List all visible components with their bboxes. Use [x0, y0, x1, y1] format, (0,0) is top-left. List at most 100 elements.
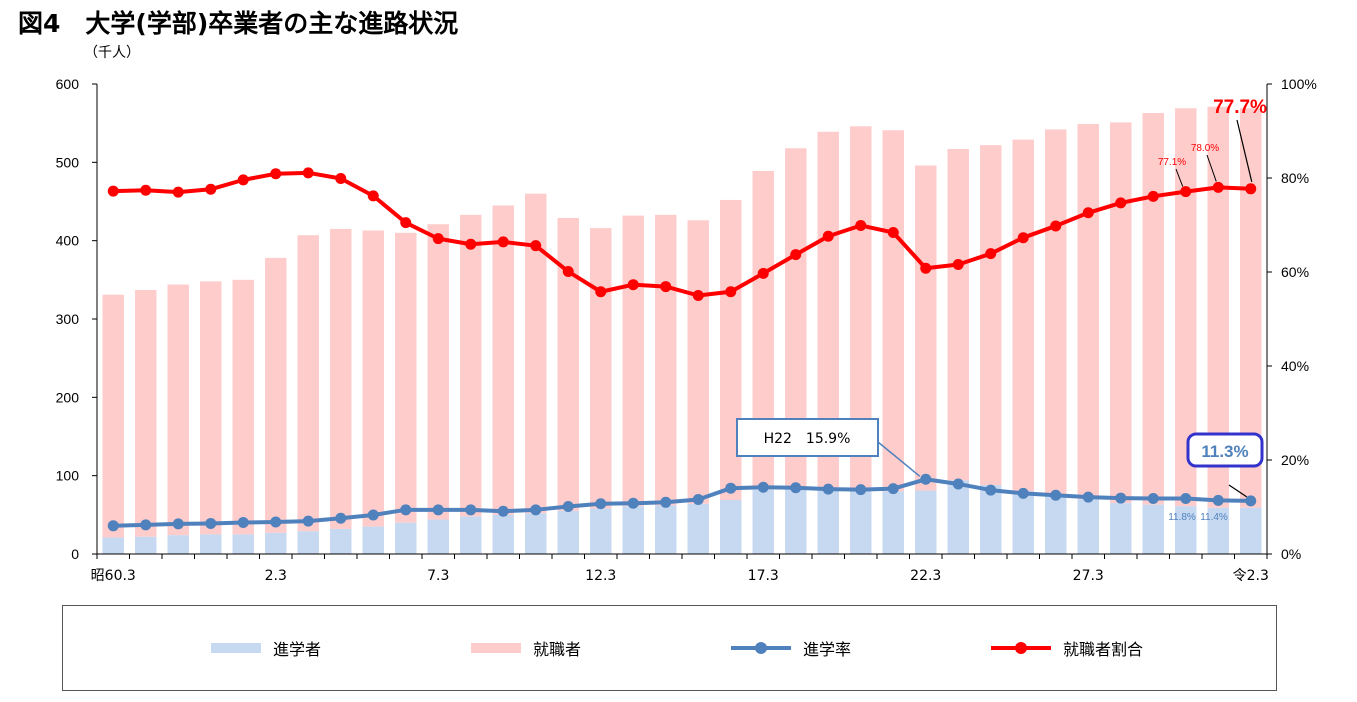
employ-bar: [785, 148, 807, 489]
employ-bar: [882, 130, 904, 492]
advance-rate-point: [497, 505, 509, 517]
advance-rate-point: [1017, 487, 1029, 499]
advance-rate-point: [855, 484, 867, 496]
x-tick-label: 27.3: [1073, 568, 1104, 584]
advance-bar: [362, 526, 384, 554]
advance-prev2-label: 11.4%: [1200, 512, 1228, 523]
right-tick-label: 60%: [1281, 264, 1309, 280]
advance-bar: [232, 534, 254, 554]
advance-bar: [785, 488, 807, 554]
callout-h22-text: H22 15.9%: [764, 431, 851, 447]
employ-bar: [1240, 108, 1262, 508]
advance-bar: [1142, 504, 1164, 554]
annotations-layer: H22 15.9% 11.3% 11.8% 11.4% 77.7% 77.1% 78.0%: [736, 97, 1267, 523]
advance-rate-point: [237, 517, 249, 529]
chart-title: 図4 大学(学部)卒業者の主な進路状況: [18, 9, 459, 38]
employ-rate-point: [465, 238, 477, 250]
employ-rate-point: [1147, 190, 1159, 202]
legend-label-advance: 進学者: [273, 640, 322, 659]
employ-prev1-label: 78.0%: [1191, 143, 1219, 154]
advance-bar: [427, 519, 449, 554]
employ-rate-point: [1180, 186, 1192, 198]
advance-rate-point: [367, 509, 379, 521]
advance-bar: [655, 505, 677, 554]
advance-rate-point: [595, 498, 607, 510]
legend-item-advance: 進学者: [211, 637, 321, 659]
left-tick-label: 0: [71, 546, 79, 562]
x-tick-label: 令2.3: [1233, 568, 1269, 584]
advance-rate-point: [1115, 492, 1127, 504]
left-tick-label: 200: [56, 389, 80, 405]
employ-bar: [362, 230, 384, 527]
advance-bar: [1240, 507, 1262, 554]
employ-rate-point: [1050, 220, 1062, 232]
advance-rate-point: [1180, 493, 1192, 505]
employ-rate-point: [172, 186, 184, 198]
advance-rate-point: [432, 504, 444, 516]
advance-rate-point: [1212, 494, 1224, 506]
legend-label-employ-rate: 就職者割合: [1063, 640, 1144, 659]
advance-rate-point: [1245, 495, 1257, 507]
employ-rate-point: [205, 183, 217, 195]
employ-prev1-pointer: [1206, 154, 1217, 182]
advance-rate-point: [757, 481, 769, 493]
employ-bar: [492, 205, 514, 515]
employ-last-label: 77.7%: [1213, 97, 1267, 118]
employ-rate-point: [790, 249, 802, 261]
employ-rate-point: [692, 290, 704, 301]
employ-rate-point: [1082, 207, 1094, 219]
advance-rate-point: [1147, 493, 1159, 505]
left-tick-label: 300: [56, 311, 80, 327]
employ-bar: [752, 170, 774, 490]
x-tick-label: 22.3: [910, 568, 941, 584]
employ-bar: [622, 215, 644, 507]
advance-bar: [590, 508, 612, 554]
right-tick-label: 80%: [1281, 170, 1309, 186]
advance-bar: [882, 491, 904, 554]
employ-rate-point: [757, 267, 769, 279]
advance-bar: [752, 489, 774, 554]
employ-bar: [1045, 129, 1067, 496]
employ-bar: [817, 131, 839, 489]
left-tick-label: 400: [56, 233, 80, 249]
advance-bar: [915, 490, 937, 554]
advance-rate-point: [107, 520, 119, 532]
right-tick-label: 0%: [1281, 546, 1301, 562]
employ-rate-point: [1115, 197, 1127, 209]
advance-rate-point: [270, 516, 282, 528]
advance-bar: [980, 485, 1002, 554]
advance-rate-point: [205, 517, 217, 529]
advance-bar: [330, 528, 352, 554]
employ-rate-point: [660, 281, 672, 293]
employ-bar: [200, 281, 222, 535]
legend-item-employ: 就職者: [471, 637, 581, 659]
advance-bar: [1012, 491, 1034, 554]
employ-bar: [590, 228, 612, 509]
advance-bar: [135, 536, 157, 554]
employ-rate-point: [302, 167, 314, 179]
advance-rate-point: [660, 496, 672, 508]
advance-rate-point: [692, 493, 704, 505]
advance-bar: [102, 537, 124, 554]
employ-rate-point: [335, 172, 347, 184]
x-tick-label: 7.3: [427, 568, 449, 584]
employ-rate-point: [237, 174, 249, 186]
right-tick-label: 40%: [1281, 358, 1309, 374]
employ-rate-point: [562, 266, 574, 278]
advance-last-label: 11.3%: [1201, 442, 1248, 461]
employ-bar: [850, 126, 872, 491]
legend-item-advance-rate: 進学率: [731, 637, 851, 659]
employ-rate-point: [887, 227, 899, 239]
employ-bar: [947, 149, 969, 481]
chart-legend: 進学者 就職者 進学率 就職者割合: [62, 605, 1277, 691]
employ-bar: [1077, 123, 1099, 500]
employ-rate-point: [270, 168, 282, 180]
legend-label-employ: 就職者: [533, 640, 582, 659]
advance-bar: [720, 499, 742, 554]
legend-swatch-advance-bar: [211, 643, 261, 653]
employ-bar: [980, 145, 1002, 486]
advance-rate-point: [335, 512, 347, 524]
advance-rate-point: [1082, 491, 1094, 503]
employ-bar: [167, 284, 189, 536]
lines-layer: [107, 167, 1257, 532]
